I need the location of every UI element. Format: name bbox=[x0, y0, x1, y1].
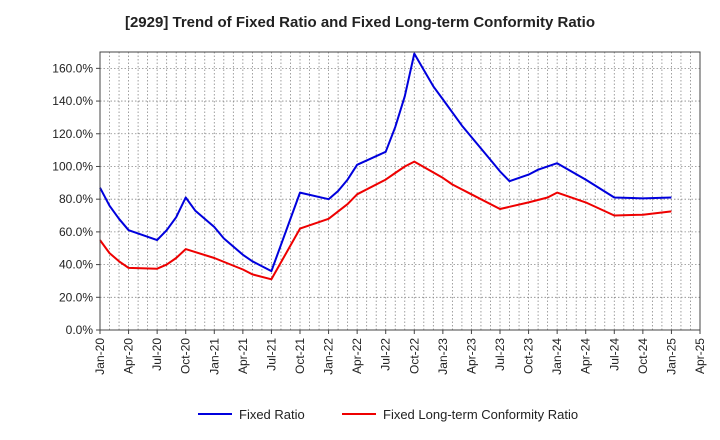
plot-border bbox=[99, 51, 701, 331]
x-tick-label: Jan-23 bbox=[436, 338, 450, 375]
y-tick-label: 20.0% bbox=[59, 290, 93, 304]
series-line-1 bbox=[99, 52, 672, 273]
y-tick-label: 160.0% bbox=[52, 61, 93, 75]
x-tick-label: Apr-21 bbox=[236, 338, 250, 374]
x-tick-label: Jan-21 bbox=[207, 338, 221, 375]
x-tick-label: Oct-20 bbox=[179, 338, 193, 374]
x-tick-label: Oct-23 bbox=[522, 338, 536, 374]
x-tick-label: Apr-23 bbox=[464, 338, 478, 374]
legend-label: Fixed Long-term Conformity Ratio bbox=[383, 407, 578, 422]
chart-title: [2929] Trend of Fixed Ratio and Fixed Lo… bbox=[124, 14, 596, 31]
x-tick-label: Apr-25 bbox=[693, 338, 707, 374]
x-tick-label: Apr-24 bbox=[579, 338, 593, 374]
x-tick-label: Jan-20 bbox=[93, 338, 107, 375]
y-tick-label: 40.0% bbox=[59, 258, 93, 272]
x-tick-label: Oct-21 bbox=[293, 338, 307, 374]
y-tick-label: 120.0% bbox=[52, 127, 93, 141]
x-tick-label: Jul-21 bbox=[264, 338, 278, 371]
x-tick-label: Apr-22 bbox=[350, 338, 364, 374]
x-tick-label: Oct-24 bbox=[636, 338, 650, 374]
plot-area bbox=[100, 52, 700, 330]
x-tick-label: Jul-24 bbox=[607, 338, 621, 371]
x-tick-label: Jan-24 bbox=[550, 338, 564, 375]
x-tick-label: Jul-22 bbox=[379, 338, 393, 371]
legend-label: Fixed Ratio bbox=[239, 407, 305, 422]
x-tick-label: Jul-23 bbox=[493, 338, 507, 371]
y-axis: 0.0% 20.0% 40.0% 60.0% 80.0% 100.0% 120.0% 140.… bbox=[52, 61, 100, 337]
x-tick-label: Jul-20 bbox=[150, 338, 164, 371]
x-tick-label: Apr-20 bbox=[122, 338, 136, 374]
legend: Fixed Ratio Fixed Long-term Conformity Ra… bbox=[198, 407, 578, 422]
x-tick-label: Jan-22 bbox=[322, 338, 336, 375]
y-tick-label: 60.0% bbox=[59, 225, 93, 239]
series-lines bbox=[99, 52, 672, 281]
y-tick-label: 80.0% bbox=[59, 192, 93, 206]
x-tick-label: Jan-25 bbox=[664, 338, 678, 375]
y-tick-label: 140.0% bbox=[52, 94, 93, 108]
x-axis: Jan-20 Apr-20 Jul-20 Oct-20 Jan-21 Apr-21 Jul-… bbox=[93, 330, 707, 375]
series-line-2 bbox=[99, 160, 672, 281]
y-tick-label: 100.0% bbox=[52, 159, 93, 173]
y-tick-label: 0.0% bbox=[66, 323, 94, 337]
x-tick-label: Oct-22 bbox=[407, 338, 421, 374]
grid-lines bbox=[100, 52, 700, 330]
